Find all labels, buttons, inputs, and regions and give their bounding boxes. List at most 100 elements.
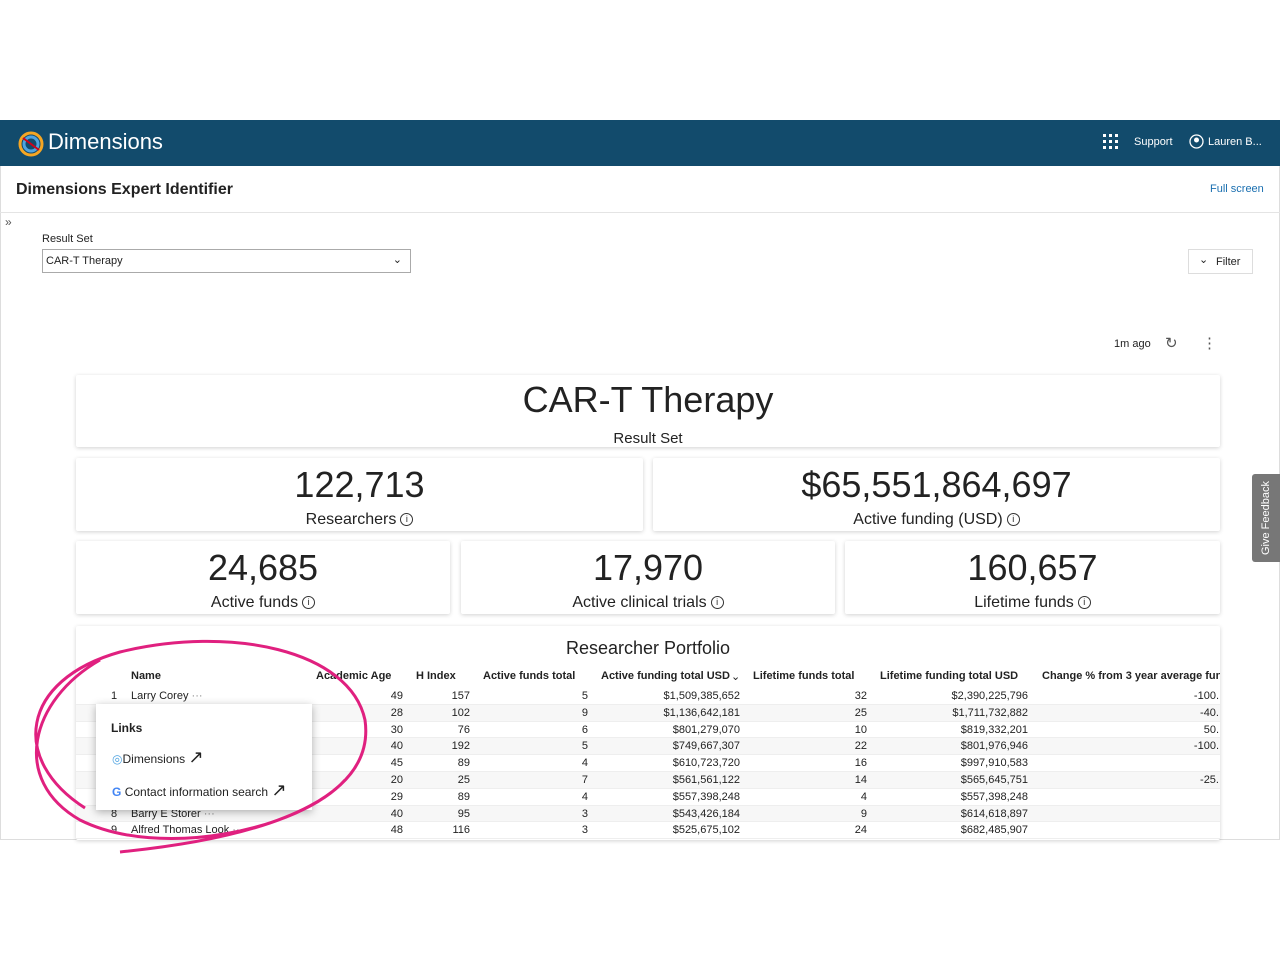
table-cell: $819,332,201 (960, 723, 1028, 736)
banner-title: CAR-T Therapy (522, 379, 774, 420)
info-icon[interactable]: i (1006, 513, 1020, 527)
info-icon[interactable]: i (1077, 596, 1091, 610)
full-screen-link[interactable]: Full screen (1210, 183, 1264, 195)
column-header[interactable]: Lifetime funding total USD (880, 670, 1019, 682)
table-cell: 5 (581, 690, 588, 702)
support-link[interactable]: Support (1134, 136, 1173, 148)
link-text: Contact information search (124, 785, 269, 799)
stat-label: Active clinical trials i (461, 594, 835, 612)
table-cell: 9 (860, 807, 867, 820)
column-header[interactable]: Name (131, 670, 161, 682)
table-cell: $1,136,642,181 (663, 706, 740, 719)
row-number: 1 (111, 690, 118, 702)
table-cell: $525,675,102 (672, 824, 740, 837)
stat-value: $65,551,864,697 (801, 464, 1072, 505)
user-icon (1189, 134, 1204, 149)
info-icon[interactable]: i (710, 596, 724, 610)
stat-label: Active funding (USD) i (653, 511, 1220, 529)
filter-button[interactable]: ⌄ Filter (1188, 249, 1253, 274)
table-cell: 4 (581, 757, 588, 770)
researcher-name[interactable]: Alfred Thomas Look ··· (131, 824, 244, 837)
banner-subtitle: Result Set (613, 430, 683, 447)
brand[interactable]: Dimensions (48, 129, 163, 154)
table-cell: 16 (854, 757, 867, 770)
table-cell: 40 (390, 740, 403, 753)
stat-value: 24,685 (207, 547, 319, 588)
stat-label: Lifetime funds i (845, 594, 1220, 612)
table-cell: 24 (854, 824, 867, 837)
table-cell: $610,723,720 (672, 757, 740, 770)
table-cell: $2,390,225,796 (951, 690, 1028, 702)
table-cell: 48 (390, 824, 403, 837)
filter-arrow: ⌄ (1199, 254, 1209, 266)
info-icon[interactable]: i (400, 513, 414, 527)
table-cell: 102 (451, 706, 470, 719)
external-icon: ↗ (271, 780, 287, 800)
table-cell: 116 (452, 824, 470, 837)
more-actions[interactable]: ··· (229, 824, 244, 837)
table-cell: 6 (581, 723, 588, 736)
table-cell: 5 (581, 740, 588, 753)
dropdown-arrow: ⌄ (392, 254, 402, 266)
popup-title: Links (111, 721, 143, 735)
table-cell: 50. (1203, 723, 1219, 736)
popup-link[interactable]: G Contact information search ↗ (112, 780, 287, 800)
popup-link[interactable]: ◎Dimensions ↗ (112, 747, 204, 767)
expand-toggle[interactable]: » (5, 215, 12, 229)
info-icon[interactable]: i (302, 596, 316, 610)
apps-icon[interactable] (1103, 134, 1119, 150)
table-cell: 10 (854, 723, 867, 736)
more-actions[interactable]: ··· (188, 690, 203, 702)
column-header[interactable]: Academic Age (316, 670, 392, 682)
result-set-label: Result Set (42, 233, 93, 245)
sort-indicator[interactable]: ⌄ (731, 671, 741, 683)
stat-card: 17,970 Active clinical trials i (461, 541, 835, 614)
table-row (76, 822, 1220, 840)
table-cell: 32 (854, 690, 867, 702)
researcher-name[interactable]: Larry Corey ··· (131, 690, 203, 702)
links-popup: Links ◎Dimensions ↗ G Contact informatio… (96, 704, 312, 810)
table-cell: 76 (457, 723, 470, 736)
table-cell: $557,398,248 (672, 790, 740, 803)
table-cell: $557,398,248 (960, 790, 1028, 803)
table-cell: -100. (1193, 690, 1219, 702)
row-number: 9 (111, 824, 118, 837)
filter-text: Filter (1216, 256, 1241, 268)
column-header[interactable]: Active funding total USD (601, 670, 730, 682)
table-cell: 40 (390, 807, 403, 820)
table-cell: $997,910,583 (960, 757, 1028, 770)
table-cell: 28 (390, 706, 403, 719)
stat-label-text: Active clinical trials (572, 594, 707, 611)
banner-card: CAR-T Therapy Result Set (76, 375, 1220, 447)
column-header[interactable]: Active funds total (483, 670, 576, 682)
column-header[interactable]: Change % from 3 year average fund (1042, 670, 1220, 682)
table-cell: 4 (581, 790, 588, 803)
column-header[interactable]: Lifetime funds total (753, 670, 855, 682)
stat-label: Researchers i (76, 511, 643, 529)
table-cell: $801,976,946 (960, 740, 1028, 753)
table-cell: $614,618,897 (960, 807, 1028, 820)
table-cell: $801,279,070 (672, 723, 740, 736)
table-cell: $1,509,385,652 (663, 690, 740, 702)
feedback-tab[interactable]: Give Feedback (1252, 474, 1280, 562)
table-cell: -100. (1193, 740, 1219, 753)
table-cell: 14 (854, 774, 867, 786)
more-menu[interactable]: ⋮ (1202, 335, 1217, 352)
stat-card: 122,713 Researchers i (76, 458, 643, 531)
stat-card: 160,657 Lifetime funds i (845, 541, 1220, 614)
dropdown-value: CAR-T Therapy (46, 255, 123, 267)
stat-value: 160,657 (967, 547, 1098, 588)
refresh-icon[interactable]: ↻ (1165, 335, 1178, 352)
table-cell: $749,667,307 (672, 740, 740, 753)
user-menu[interactable]: Lauren B... (1208, 136, 1262, 148)
table-cell: $682,485,907 (960, 824, 1028, 837)
app-title: Dimensions Expert Identifier (16, 181, 233, 198)
logo (18, 131, 44, 157)
table-cell: 25 (457, 774, 470, 786)
result-set-dropdown[interactable]: CAR-T Therapy ⌄ (42, 249, 411, 273)
column-header[interactable]: H Index (416, 670, 456, 682)
stat-label-text: Active funding (USD) (853, 511, 1003, 528)
stat-card: 24,685 Active funds i (76, 541, 450, 614)
stat-label-text: Lifetime funds (974, 594, 1074, 611)
stat-label: Active funds i (76, 594, 450, 612)
